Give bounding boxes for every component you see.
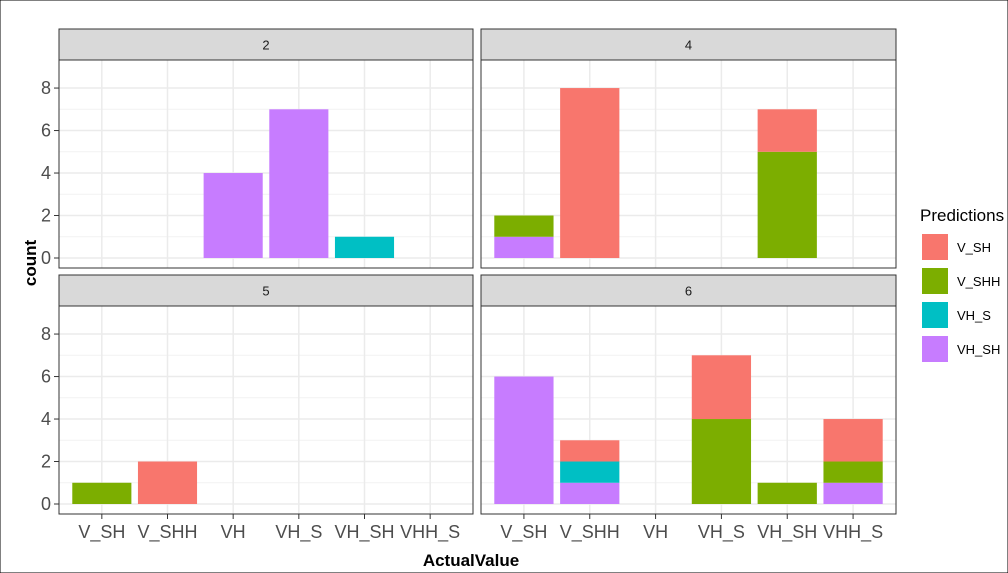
- y-tick-label: 8: [41, 324, 51, 344]
- bar-5-V_SH-V_SHH: [72, 482, 132, 504]
- axes: 0 2 4 6 8 0 2 4 6 8 V_SH V_SHH VH VH_S VH_SH VHH_S V_SH V…: [41, 78, 883, 543]
- x-tick-label: VH: [221, 522, 246, 542]
- legend-label-V_SH: V_SH: [957, 240, 991, 255]
- x-tick-label: VHH_S: [400, 522, 460, 543]
- x-tick-label: V_SHH: [137, 522, 197, 543]
- legend-key-V_SHH: [922, 268, 948, 294]
- facet-strip-label: 6: [685, 284, 692, 299]
- bar-2-VH_S-VH_SH: [269, 109, 329, 258]
- legend-key-VH_S: [922, 302, 948, 328]
- facet-panel-6: 6: [480, 274, 897, 515]
- x-tick-label: VH: [643, 522, 668, 542]
- y-tick-label: 4: [41, 409, 51, 429]
- y-tick-label: 4: [41, 163, 51, 183]
- facet-strip: [58, 28, 474, 61]
- facet-panel-4: 4: [480, 28, 897, 269]
- facet-strip: [480, 28, 897, 61]
- y-tick-label: 2: [41, 452, 51, 472]
- x-tick-label: V_SHH: [560, 522, 620, 543]
- x-tick-label: V_SH: [500, 522, 547, 543]
- legend-label-VH_S: VH_S: [957, 308, 991, 323]
- legend: Predictions V_SH V_SHH VH_S VH_SH: [920, 206, 1004, 362]
- bar-2-VH_SH-VH_S: [334, 236, 395, 258]
- x-tick-label: VH_S: [275, 522, 322, 543]
- bar-2-VH-VH_SH: [203, 173, 263, 258]
- facet-panel-5: 5: [58, 274, 474, 515]
- bar-6-V_SHH-VH_SH: [560, 482, 620, 504]
- facet-strip: [58, 274, 474, 307]
- bar-4-V_SHH-V_SH: [560, 88, 620, 259]
- legend-key-V_SH: [922, 234, 948, 260]
- bar-4-V_SH-VH_SH: [494, 236, 554, 258]
- bar-6-VH_SH-V_SHH: [757, 482, 817, 504]
- facet-panel-2: 2: [58, 28, 474, 269]
- x-tick-label: VH_SH: [334, 522, 394, 543]
- y-tick-label: 6: [41, 367, 51, 387]
- x-tick-label: V_SH: [78, 522, 125, 543]
- x-axis-title: ActualValue: [423, 551, 519, 570]
- bar-4-VH_SH-V_SHH: [757, 151, 817, 258]
- bar-6-VHH_S-VH_SH: [823, 482, 883, 504]
- facet-strip-label: 5: [262, 284, 269, 299]
- x-tick-label: VH_SH: [757, 522, 817, 543]
- bar-4-V_SH-V_SHH: [494, 215, 554, 237]
- x-tick-label: VHH_S: [823, 522, 883, 543]
- bar-5-V_SHH-V_SH: [137, 461, 198, 504]
- bar-6-V_SHH-V_SH: [560, 440, 620, 462]
- bar-4-VH_SH-V_SH: [757, 109, 817, 152]
- bar-6-V_SH-VH_SH: [494, 376, 554, 504]
- bar-6-VH_S-V_SHH: [691, 419, 752, 504]
- bar-6-V_SHH-VH_S: [560, 461, 620, 483]
- y-tick-label: 2: [41, 206, 51, 226]
- facet-strip: [480, 274, 897, 307]
- x-tick-label: VH_S: [698, 522, 745, 543]
- panel-background: [59, 306, 473, 514]
- bar-6-VHH_S-V_SH: [823, 419, 883, 462]
- panel-background: [59, 60, 473, 268]
- y-tick-label: 8: [41, 78, 51, 98]
- legend-label-VH_SH: VH_SH: [957, 342, 1000, 357]
- y-axis-title: count: [21, 240, 40, 287]
- legend-label-V_SHH: V_SHH: [957, 274, 1000, 289]
- facet-strip-label: 2: [262, 38, 269, 53]
- bar-6-VHH_S-V_SHH: [823, 461, 883, 483]
- facet-panels: 2 4 5 6: [58, 28, 897, 515]
- facet-strip-label: 4: [685, 38, 692, 53]
- y-tick-label: 6: [41, 121, 51, 141]
- bar-6-VH_S-V_SH: [691, 355, 752, 420]
- y-tick-label: 0: [41, 494, 51, 514]
- y-tick-label: 0: [41, 248, 51, 268]
- legend-title: Predictions: [920, 206, 1004, 225]
- legend-key-VH_SH: [922, 336, 948, 362]
